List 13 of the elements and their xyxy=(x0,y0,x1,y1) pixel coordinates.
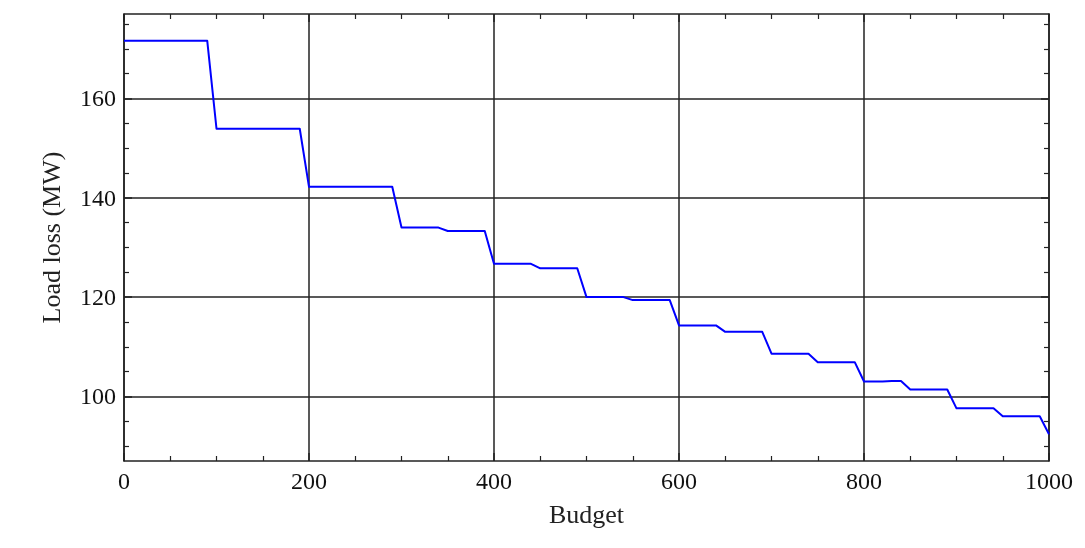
x-tick-label: 800 xyxy=(846,468,882,494)
y-axis-title: Load loss (MW) xyxy=(36,151,66,324)
x-tick-label: 600 xyxy=(661,468,697,494)
x-axis-title: Budget xyxy=(548,499,625,529)
line-series xyxy=(123,39,1050,436)
y-tick-label: 120 xyxy=(80,284,116,311)
y-tick-label: 160 xyxy=(80,85,116,112)
x-tick-label: 0 xyxy=(118,468,130,494)
y-tick-label: 100 xyxy=(80,383,116,410)
y-tick-label: 140 xyxy=(80,184,116,211)
x-tick-label: 200 xyxy=(291,468,327,494)
x-tick-label: 1000 xyxy=(1025,468,1073,494)
x-tick-label: 400 xyxy=(476,468,512,494)
